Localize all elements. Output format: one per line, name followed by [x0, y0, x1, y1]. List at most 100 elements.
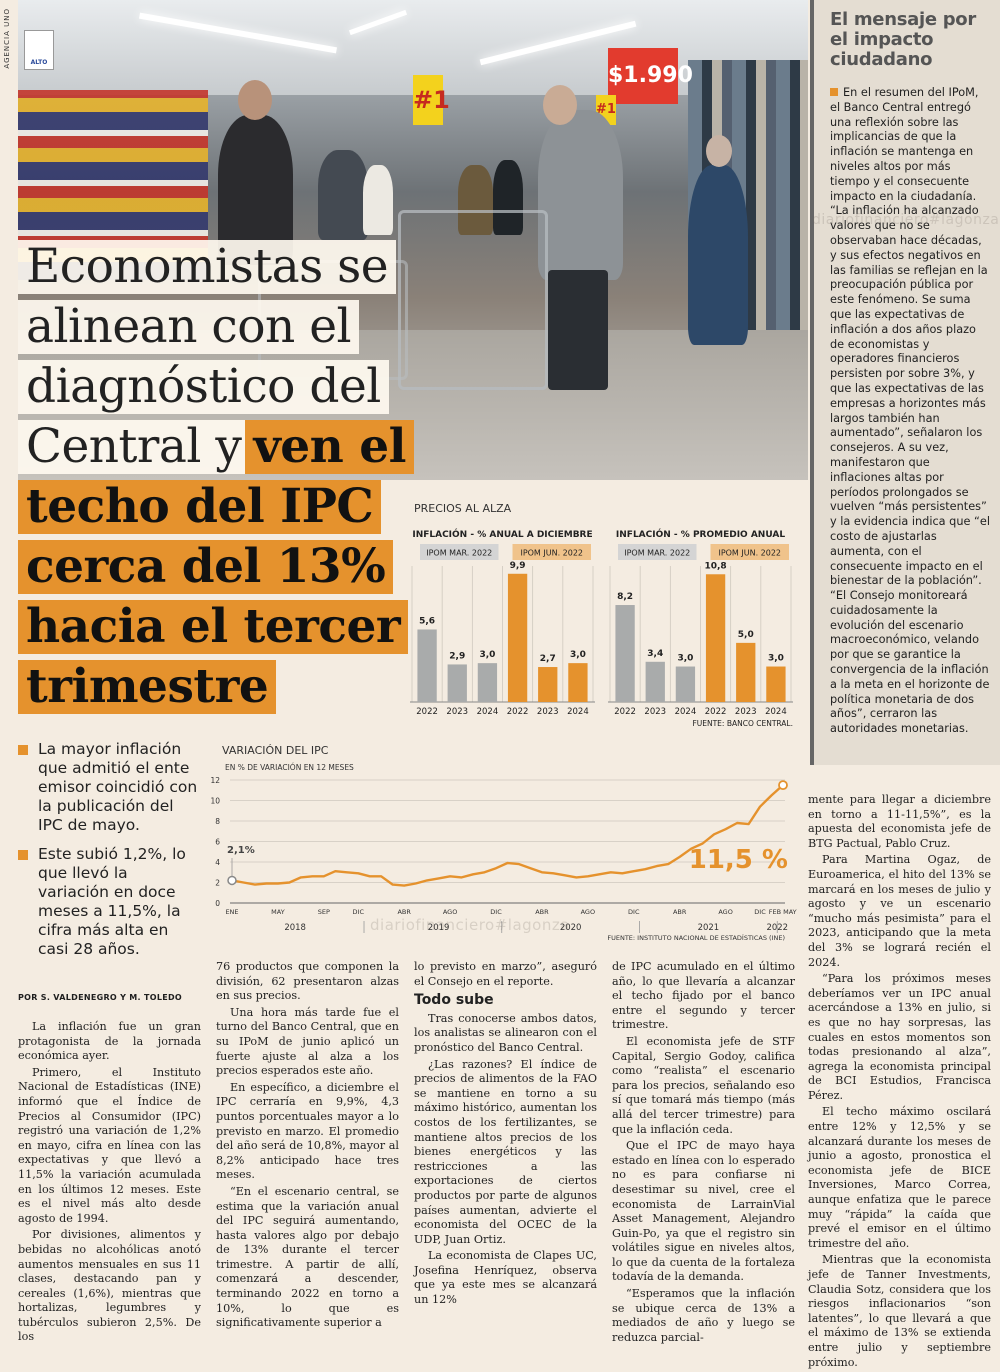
year-label: 2021	[698, 923, 720, 933]
end-point	[778, 780, 788, 791]
headline-line: alinean con el	[18, 300, 360, 354]
x-tick-label: MAY	[271, 908, 285, 916]
shopper	[318, 150, 368, 240]
ipc-line	[231, 784, 784, 887]
lede-item: La mayor inflación que admitió el ente e…	[18, 740, 198, 835]
shopper	[538, 110, 623, 280]
body-column-2: 76 productos que componen la división, 6…	[216, 960, 399, 1333]
legend-tag	[420, 544, 499, 560]
sidebar-box: El mensaje por el impacto ciudadano En e…	[810, 0, 1000, 765]
chart-subtitle: EN % DE VARIACIÓN EN 12 MESES	[225, 763, 354, 772]
chart-source: FUENTE: BANCO CENTRAL.	[692, 719, 793, 728]
x-tick-label: DIC	[353, 908, 365, 916]
shopper-head	[706, 135, 732, 167]
legend-tag	[710, 544, 789, 560]
bar-value-label: 3,0	[677, 654, 693, 664]
bar-value-label: 8,2	[617, 592, 633, 602]
y-tick-label: 4	[215, 858, 220, 867]
paragraph: “Esperamos que la inflación se ubique ce…	[612, 1287, 795, 1344]
paragraph: El economista jefe de STF Capital, Sergi…	[612, 1034, 795, 1136]
bullet-square-icon	[830, 88, 838, 96]
legend-tag	[618, 544, 697, 560]
legend-tag-label: IPOM JUN. 2022	[520, 549, 583, 558]
start-value-label: 2,1%	[227, 845, 255, 856]
watermark: diariofinanciero#lagonza	[812, 212, 1000, 228]
store-logo-sign: ALTO	[24, 30, 54, 70]
bar	[507, 573, 528, 702]
bar-charts-svg: INFLACIÓN - % ANUAL A DICIEMBRE IPOM MAR.…	[410, 528, 793, 728]
paragraph: lo previsto en marzo”, aseguró el Consej…	[414, 960, 597, 988]
legend-tag-label: IPOM JUN. 2022	[718, 549, 781, 558]
bar-value-label: 5,0	[738, 630, 754, 640]
lede-item: Este subió 1,2%, lo que llevó la variaci…	[18, 845, 198, 959]
paragraph: La economista de Clapes UC, Josefina Hen…	[414, 1249, 597, 1307]
bar-value-label: 2,7	[540, 654, 556, 664]
price-sign: $1.990	[608, 48, 693, 104]
x-tick-label: ABR	[535, 908, 549, 916]
x-tick-label: SEP	[318, 908, 330, 916]
year-label: 2019	[428, 923, 450, 933]
paragraph: Mientras que la economista jefe de Tanne…	[808, 1253, 991, 1369]
paragraph: En específico, a diciembre el IPC cerrar…	[216, 1080, 399, 1182]
headline-bold-line: trimestre	[18, 660, 277, 714]
bar	[766, 666, 786, 702]
x-tick-label: DIC	[490, 908, 502, 916]
headline-bold-inline: ven el	[245, 420, 414, 474]
year-label: 2020	[560, 923, 582, 933]
bar-value-label: 3,0	[479, 650, 495, 660]
x-tick-label: 2024	[765, 707, 787, 717]
bar	[477, 663, 498, 702]
y-tick-label: 2	[215, 879, 220, 888]
bar	[675, 666, 696, 702]
headline: Economistas se alinean con el diagnóstic…	[18, 240, 418, 720]
shopper	[688, 165, 748, 345]
paragraph: “Para los próximos meses deberíamos ver …	[808, 972, 991, 1102]
bar-value-label: 3,4	[647, 649, 663, 659]
x-tick-label: 2023	[644, 707, 666, 717]
chart-title: VARIACIÓN DEL IPC	[222, 744, 329, 757]
shopper-head	[543, 85, 577, 125]
shopper-head	[238, 80, 272, 120]
line-chart-svg: VARIACIÓN DEL IPC EN % DE VARIACIÓN EN 12…	[210, 744, 797, 942]
bar-charts-panel: PRECIOS AL ALZA INFLACIÓN - % ANUAL A DI…	[410, 500, 800, 730]
paragraph: La inflación fue un gran protagonista de…	[18, 1020, 201, 1063]
x-tick-label: 2024	[477, 707, 499, 717]
start-point	[227, 875, 237, 886]
bar	[615, 605, 635, 702]
bar	[645, 661, 665, 702]
x-tick-label: AGO	[581, 908, 596, 916]
byline: POR S. VALDENEGRO Y M. TOLEDO	[18, 993, 183, 1002]
chart-source: FUENTE: INSTITUTO NACIONAL DE ESTADÍSTIC…	[607, 933, 785, 942]
end-value-label: 11,5 %	[689, 845, 788, 875]
x-tick-label: 2022	[416, 707, 438, 717]
body-column-3: lo previsto en marzo”, aseguró el Consej…	[414, 960, 597, 1310]
sidebar-title: El mensaje por el impacto ciudadano	[830, 9, 976, 70]
y-tick-label: 0	[215, 899, 220, 908]
body-column-5: mente para llegar a diciembre en torno a…	[808, 793, 991, 1372]
bar	[538, 667, 558, 702]
paragraph: Para Martina Ogaz, de Euroamerica, el hi…	[808, 853, 991, 969]
subheading: Todo sube	[414, 992, 494, 1009]
y-tick-label: 12	[210, 776, 220, 785]
chart-subtitle: INFLACIÓN - % ANUAL A DICIEMBRE	[412, 528, 592, 540]
line-chart-panel: VARIACIÓN DEL IPC EN % DE VARIACIÓN EN 12…	[205, 740, 800, 950]
chart-title: PRECIOS AL ALZA	[414, 502, 512, 515]
x-tick-label: 2022	[705, 707, 727, 717]
headline-line: Economistas se	[18, 240, 397, 294]
bar	[447, 664, 467, 702]
x-tick-label: ABR	[673, 908, 687, 916]
bar-value-label: 5,6	[419, 616, 435, 626]
body-column-1: La inflación fue un gran protagonista de…	[18, 1020, 201, 1347]
x-tick-label: 2023	[446, 707, 468, 717]
paragraph: Primero, el Instituto Nacional de Estadí…	[18, 1065, 201, 1225]
x-tick-label: 2022	[614, 707, 636, 717]
x-tick-label: 2024	[675, 707, 697, 717]
bar-value-label: 3,0	[768, 654, 784, 664]
photo-credit: AGENCIA UNO	[3, 8, 11, 69]
x-tick-label: MAY	[783, 908, 797, 916]
bar-value-label: 2,9	[449, 651, 465, 661]
shopping-cart	[398, 210, 548, 390]
x-tick-label: 2023	[735, 707, 757, 717]
bar	[417, 629, 437, 702]
year-label: 2018	[284, 923, 306, 933]
